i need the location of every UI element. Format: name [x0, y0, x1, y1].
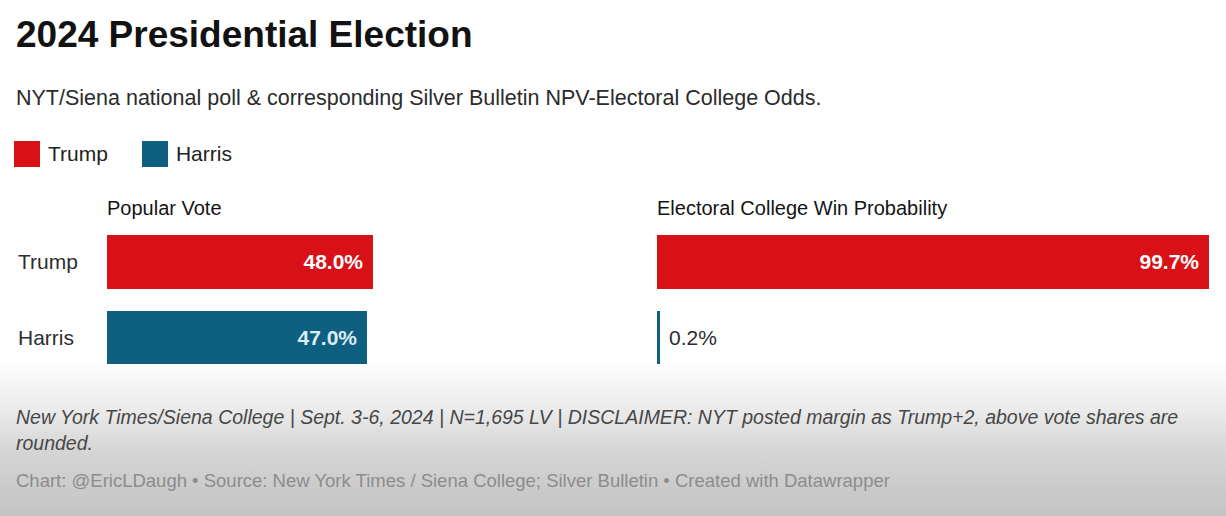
legend-label: Trump — [48, 142, 108, 166]
chart-canvas: 2024 Presidential Election NYT/Siena nat… — [0, 0, 1226, 516]
legend-swatch-harris — [142, 141, 168, 167]
legend-swatch-trump — [14, 141, 40, 167]
column-header-popular-vote: Popular Vote — [107, 197, 222, 220]
legend: Trump Harris — [14, 141, 232, 167]
row-label-harris: Harris — [18, 311, 74, 364]
bar-harris-electoral-college: 0.2% — [657, 311, 660, 364]
legend-label: Harris — [176, 142, 232, 166]
footer-note: New York Times/Siena College | Sept. 3-6… — [16, 404, 1212, 457]
legend-item-harris: Harris — [142, 141, 232, 167]
column-header-electoral-college: Electoral College Win Probability — [657, 197, 947, 220]
bar-value-label: 0.2% — [669, 326, 717, 350]
bar-value-label: 47.0% — [297, 326, 357, 350]
bar-value-label: 48.0% — [303, 250, 363, 274]
credit-line: Chart: @EricLDaugh • Source: New York Ti… — [16, 470, 1212, 492]
bar-value-label: 99.7% — [1139, 250, 1199, 274]
row-label-trump: Trump — [18, 235, 78, 289]
bar-trump-popular-vote: 48.0% — [107, 235, 373, 289]
chart-subtitle: NYT/Siena national poll & corresponding … — [16, 86, 821, 111]
bar-trump-electoral-college: 99.7% — [657, 235, 1209, 289]
bar-harris-popular-vote: 47.0% — [107, 311, 367, 364]
legend-item-trump: Trump — [14, 141, 108, 167]
chart-title: 2024 Presidential Election — [16, 14, 473, 56]
